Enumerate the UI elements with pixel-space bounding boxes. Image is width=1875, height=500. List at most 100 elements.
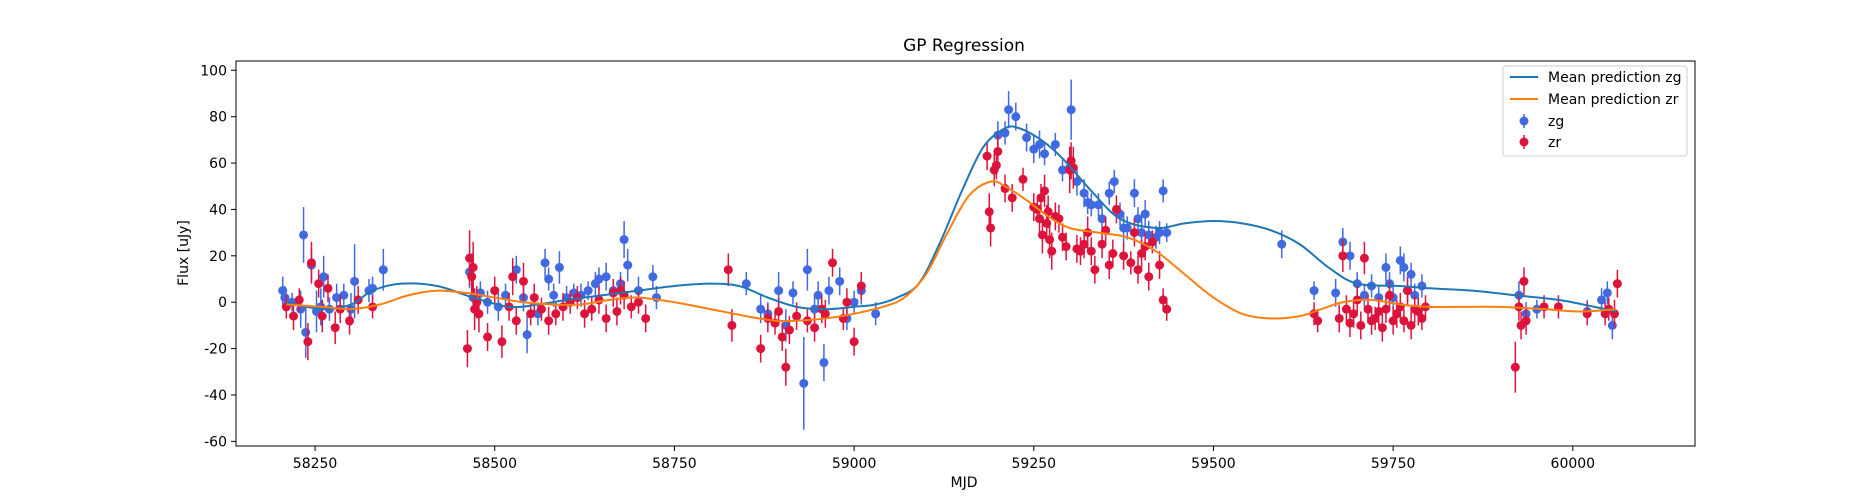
zg-point	[549, 291, 558, 300]
zg-point	[1011, 112, 1020, 121]
zg-point	[1162, 228, 1171, 237]
zg-point	[620, 235, 629, 244]
zg-point	[789, 288, 798, 297]
zr-point	[551, 309, 560, 318]
zg-point	[1067, 105, 1076, 114]
zr-point	[727, 321, 736, 330]
zr-point	[983, 152, 992, 161]
zr-point	[1338, 251, 1347, 260]
zr-point	[1162, 305, 1171, 314]
zr-point	[474, 309, 483, 318]
zg-point	[1159, 186, 1168, 195]
zr-point	[634, 298, 643, 307]
zr-point	[1522, 316, 1531, 325]
zr-point	[1148, 237, 1157, 246]
zg-point	[541, 258, 550, 267]
zr-point	[537, 305, 546, 314]
x-tick-label: 58500	[472, 456, 517, 472]
legend-label-zr: zr	[1548, 135, 1561, 151]
y-tick-label: -20	[204, 342, 227, 358]
zg-point	[1277, 240, 1286, 249]
x-tick-label: 59500	[1191, 456, 1236, 472]
zr-point	[307, 258, 316, 267]
zg-point	[1110, 177, 1119, 186]
zg-point	[648, 272, 657, 281]
zr-point	[490, 286, 499, 295]
zr-point	[778, 332, 787, 341]
x-tick-label: 59000	[832, 456, 877, 472]
zr-point	[1126, 258, 1135, 267]
zr-point	[992, 161, 1001, 170]
zr-point	[1062, 242, 1071, 251]
y-tick-label: 100	[200, 63, 227, 79]
zg-point	[803, 265, 812, 274]
zr-point	[602, 314, 611, 323]
zr-point	[1356, 321, 1365, 330]
zr-point	[463, 344, 472, 353]
zr-point	[785, 326, 794, 335]
zr-point	[1090, 265, 1099, 274]
zg-point	[1141, 210, 1150, 219]
zr-point	[1519, 277, 1528, 286]
zr-point	[1087, 247, 1096, 256]
zr-point	[497, 337, 506, 346]
zr-point	[1613, 279, 1622, 288]
zg-point	[301, 328, 310, 337]
zr-point	[512, 316, 521, 325]
legend-label-mean-zr: Mean prediction zr	[1548, 92, 1679, 108]
zr-point	[289, 312, 298, 321]
zr-point	[323, 284, 332, 293]
zr-point	[774, 307, 783, 316]
zr-point	[467, 272, 476, 281]
zr-point	[1108, 249, 1117, 258]
zr-point	[1008, 193, 1017, 202]
x-tick-label: 59750	[1371, 456, 1416, 472]
zg-point	[1004, 105, 1013, 114]
zg-point	[1310, 286, 1319, 295]
zr-point	[792, 312, 801, 321]
zg-point	[1040, 149, 1049, 158]
zr-point	[821, 309, 830, 318]
zr-point	[993, 147, 1002, 156]
y-tick-label: 80	[209, 110, 227, 126]
zg-point	[1399, 263, 1408, 272]
zr-point	[1130, 228, 1139, 237]
zg-point	[819, 358, 828, 367]
zr-point	[810, 323, 819, 332]
zr-point	[1511, 363, 1520, 372]
y-tick-label: 60	[209, 156, 227, 172]
plot-area: -60 -40 -20 0 20 40 60 80 100 58250 58500 58750 590…	[200, 61, 1695, 472]
zr-point	[1385, 291, 1394, 300]
zg-point	[1022, 133, 1031, 142]
y-tick-label: 20	[209, 249, 227, 265]
chart-title: GP Regression	[903, 36, 1025, 56]
zr-point	[986, 223, 995, 232]
zg-point	[835, 277, 844, 286]
zr-point	[469, 263, 478, 272]
zg-point	[774, 286, 783, 295]
zr-point	[530, 293, 539, 302]
zr-point	[1335, 314, 1344, 323]
x-tick-label: 60000	[1551, 456, 1596, 472]
zr-point	[781, 363, 790, 372]
zr-point	[1378, 323, 1387, 332]
zr-point	[641, 314, 650, 323]
zr-point	[318, 312, 327, 321]
zr-point	[587, 305, 596, 314]
zr-point	[1155, 261, 1164, 270]
zg-point	[824, 286, 833, 295]
zr-point	[850, 337, 859, 346]
zr-point	[724, 265, 733, 274]
x-axis-label: MJD	[951, 475, 978, 491]
y-tick-label: 40	[209, 202, 227, 218]
zg-point	[555, 263, 564, 272]
zr-point	[314, 279, 323, 288]
zr-point	[1040, 186, 1049, 195]
zr-point	[857, 281, 866, 290]
zg-point	[623, 261, 632, 270]
zr-point	[612, 307, 621, 316]
zr-point	[331, 323, 340, 332]
legend-label-zg: zg	[1548, 114, 1564, 130]
zr-point	[1047, 247, 1056, 256]
zg-point	[1417, 281, 1426, 290]
